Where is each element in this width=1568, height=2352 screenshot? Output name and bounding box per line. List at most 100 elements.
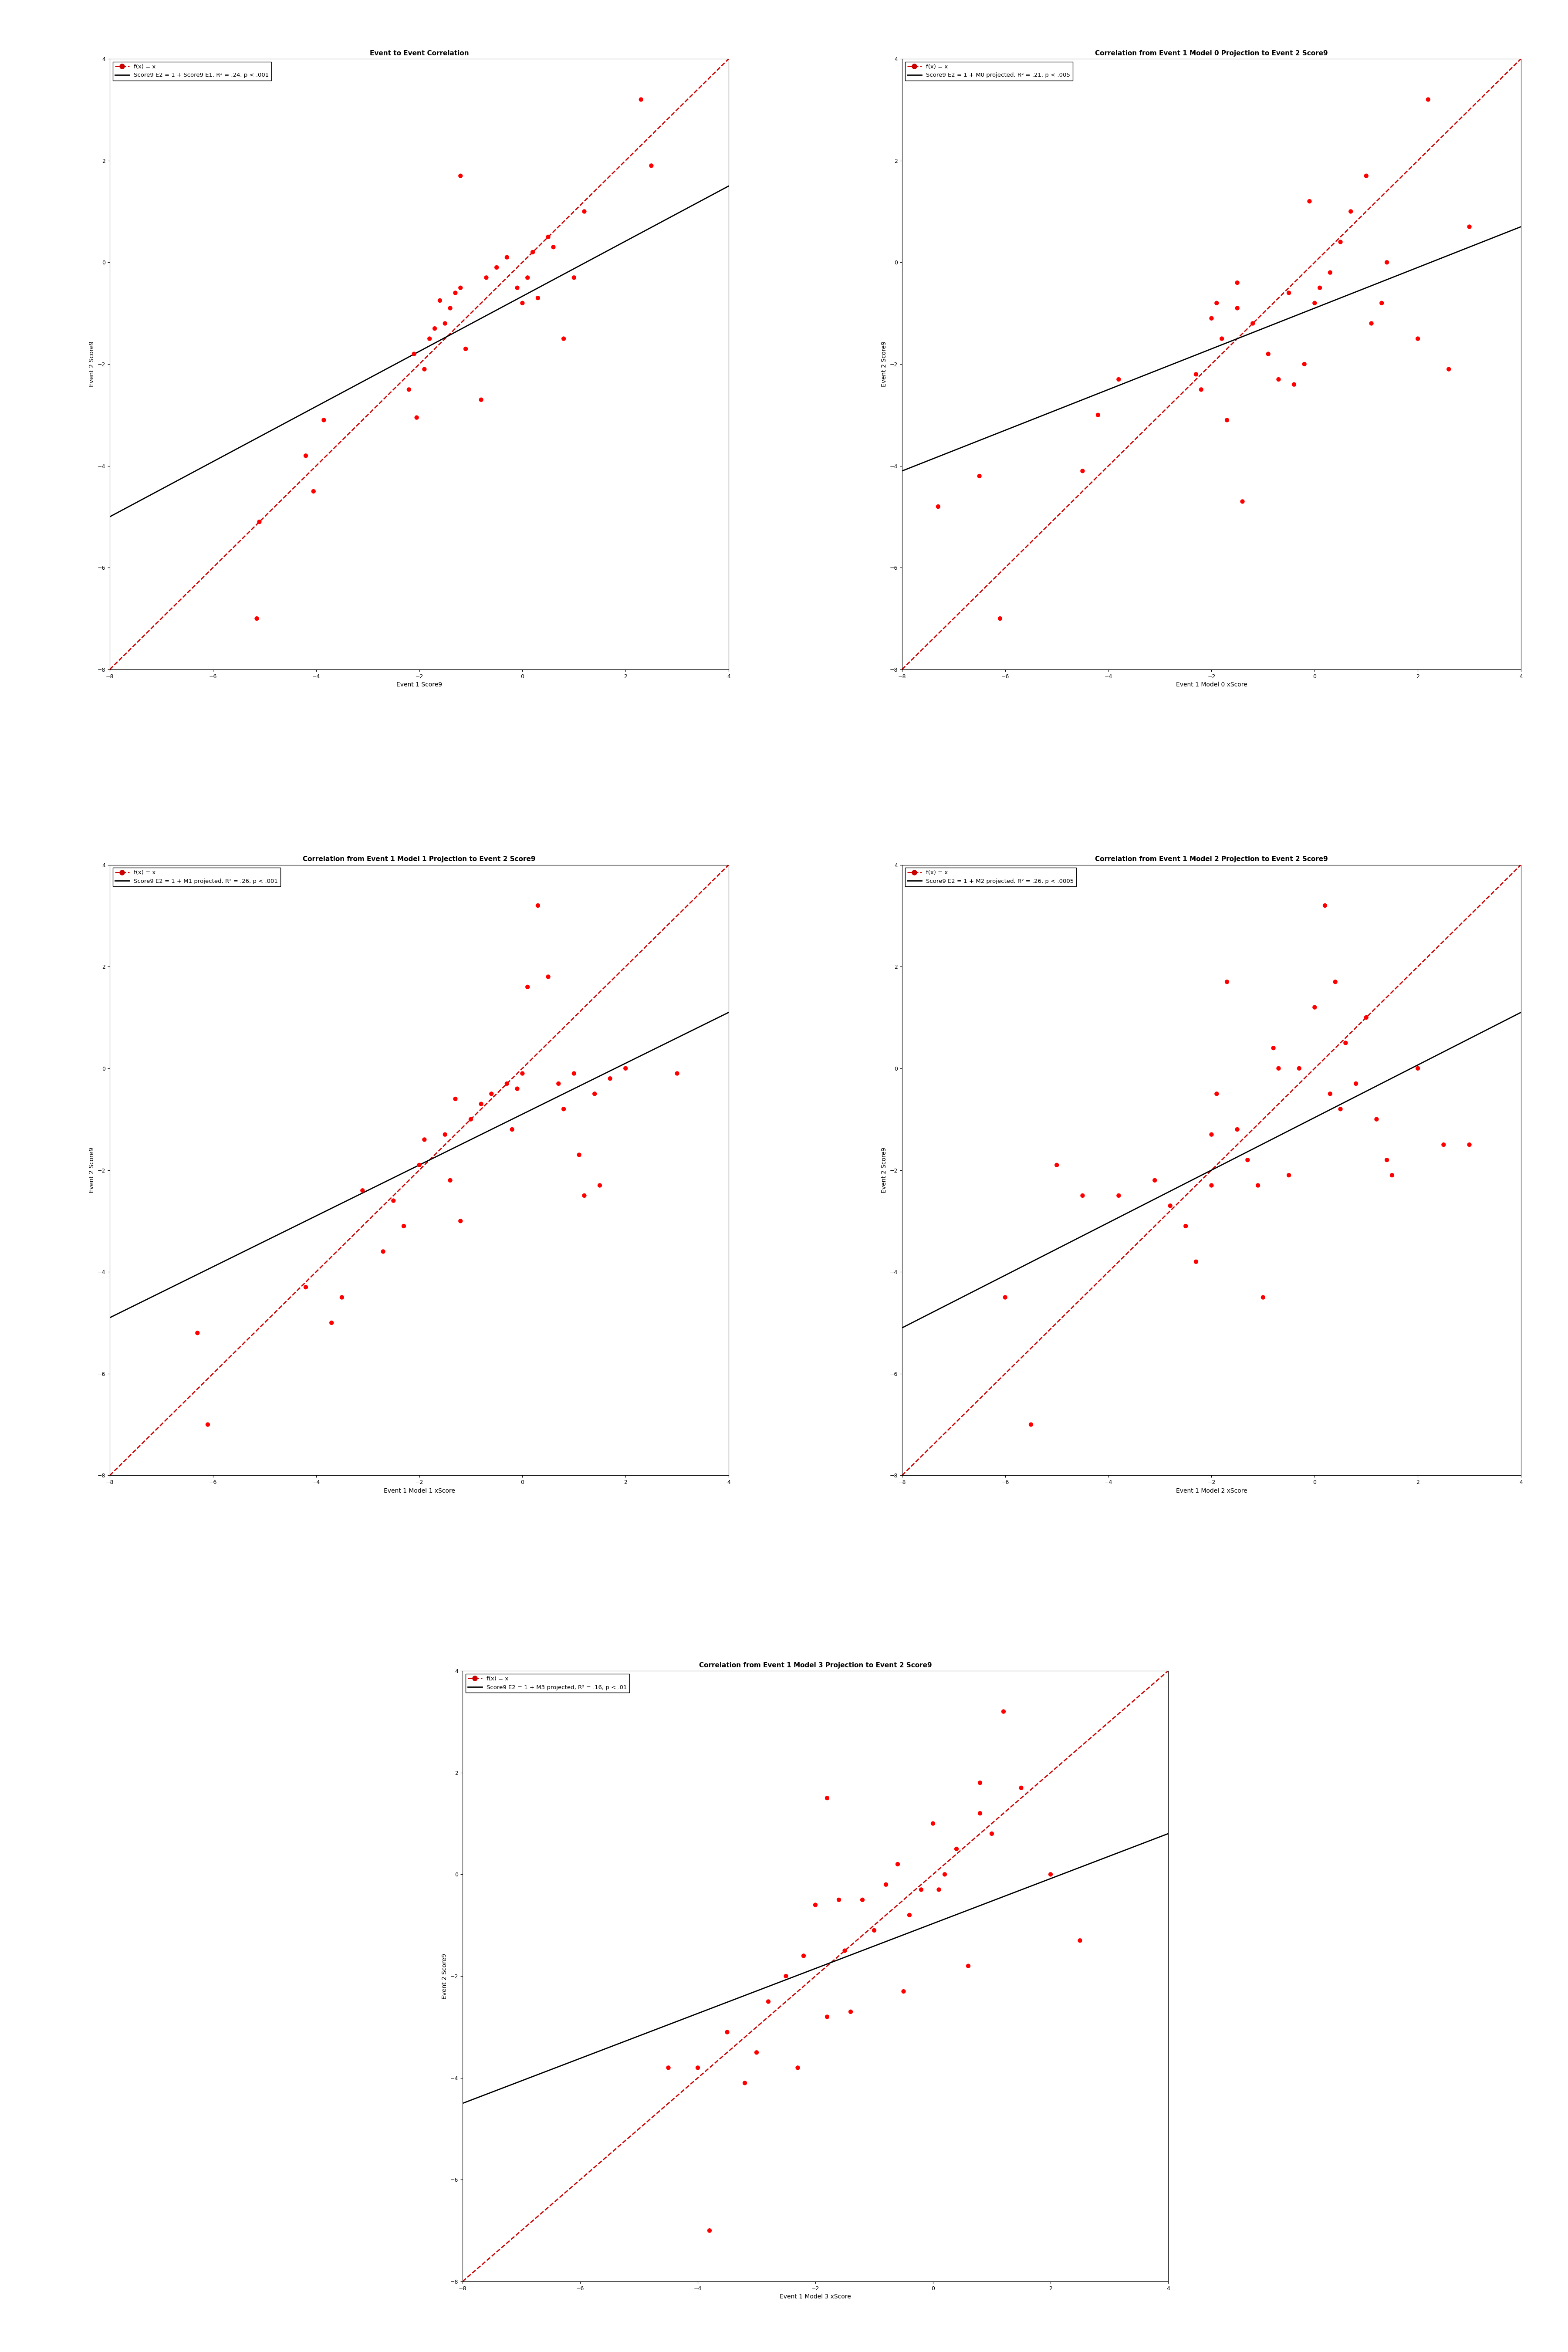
Point [1328,1091,1353,1129]
Point [474,259,499,296]
Legend: f(x) = x, Score9 E2 = 1 + Score9 E1, R² = .24, p < .001: f(x) = x, Score9 E2 = 1 + Score9 E1, R² … [113,61,271,80]
Point [1276,275,1301,313]
Point [1008,1769,1033,1806]
Point [1380,1157,1405,1195]
Point [478,1075,503,1112]
Point [1209,320,1234,358]
Point [293,1268,318,1305]
Point [629,80,654,118]
Point [1328,223,1353,261]
Point [1173,1207,1198,1244]
Point [514,259,539,296]
Point [246,503,271,541]
Point [927,1870,952,1907]
Point [196,1406,221,1444]
Legend: f(x) = x, Score9 E2 = 1 + M3 projected, R² = .16, p < .01: f(x) = x, Score9 E2 = 1 + M3 projected, … [466,1675,629,1693]
Point [1308,268,1333,306]
Point [955,1947,980,1985]
X-axis label: Event 1 Score9: Event 1 Score9 [397,682,442,687]
Point [991,1693,1016,1731]
Point [329,1279,354,1317]
Point [1018,1406,1043,1444]
Point [638,146,663,183]
Point [685,2049,710,2086]
Point [469,381,494,419]
Point [1312,887,1338,924]
Point [453,329,478,367]
Point [397,372,422,409]
Point [897,1896,922,1933]
Point [536,957,561,995]
Point [1317,254,1342,292]
Point [525,280,550,318]
Point [1225,289,1250,327]
Point [442,275,467,313]
Point [715,2013,740,2051]
Point [1251,1279,1276,1317]
Point [521,233,546,270]
Point [586,1167,612,1204]
Point [381,1181,406,1218]
Point [790,1938,815,1976]
Point [1317,1075,1342,1112]
Point [1432,1127,1457,1164]
Point [1374,1141,1399,1178]
Point [1225,263,1250,301]
Point [546,1065,571,1103]
Point [1069,452,1094,489]
Point [826,1882,851,1919]
Point [405,400,430,437]
Point [582,1075,607,1112]
Point [1204,1075,1229,1112]
Y-axis label: Event 2 Score9: Event 2 Score9 [881,1148,887,1192]
Point [412,1122,437,1160]
Point [1359,306,1385,343]
Point [1287,1049,1312,1087]
Point [541,228,566,266]
Point [1353,158,1378,195]
Point [967,1795,993,1832]
Point [510,285,535,322]
Point [803,1886,828,1924]
Legend: f(x) = x, Score9 E2 = 1 + M1 projected, R² = .26, p < .001: f(x) = x, Score9 E2 = 1 + M1 projected, … [113,868,281,887]
Point [494,1065,519,1103]
Point [1236,1141,1261,1178]
Point [1457,1127,1482,1164]
Point [448,268,474,306]
Point [1301,285,1327,322]
Point [931,1856,956,1893]
Point [873,1865,898,1903]
Point [756,1983,781,2020]
Point [850,1882,875,1919]
Point [550,320,575,358]
Point [442,1080,467,1117]
Point [1184,355,1209,393]
Point [1214,962,1239,1000]
Point [1229,482,1254,520]
Y-axis label: Event 2 Score9: Event 2 Score9 [881,341,887,388]
Point [1436,350,1461,388]
X-axis label: Event 1 Model 3 xScore: Event 1 Model 3 xScore [779,2293,851,2300]
Point [1189,372,1214,409]
Point [655,2049,681,2086]
Point [318,1303,343,1341]
Point [185,1315,210,1352]
Y-axis label: Event 2 Score9: Event 2 Score9 [89,341,96,388]
Point [1297,183,1322,221]
Point [920,1804,946,1842]
Point [437,289,463,327]
Point [696,2211,721,2249]
Point [1405,320,1430,358]
Point [422,310,447,348]
Point [613,1049,638,1087]
Point [1344,1065,1369,1103]
Point [401,334,426,372]
Point [1265,360,1290,397]
Title: Correlation from Event 1 Model 2 Projection to Event 2 Score9: Correlation from Event 1 Model 2 Project… [1094,856,1328,863]
Point [1240,306,1265,343]
X-axis label: Event 1 Model 1 xScore: Event 1 Model 1 xScore [384,1489,455,1494]
Point [1261,1030,1286,1068]
Point [967,1764,993,1802]
Point [978,1816,1004,1853]
Point [743,2034,768,2072]
